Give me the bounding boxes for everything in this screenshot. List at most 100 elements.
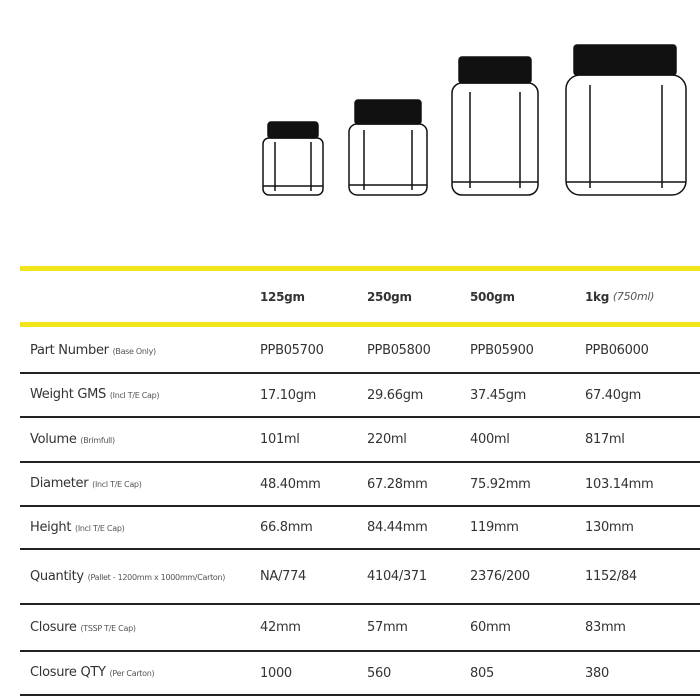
column-label: 125gm — [260, 289, 305, 304]
label-text: Height — [30, 519, 72, 535]
value-cell: 1000 — [260, 652, 292, 694]
value-text: 84.44mm — [367, 520, 428, 535]
value-cell: PPB05800 — [367, 329, 431, 372]
value-cell: 560 — [367, 652, 391, 694]
label-text: Volume — [30, 431, 77, 447]
value-text: 1152/84 — [585, 569, 637, 584]
value-cell: 67.28mm — [367, 463, 428, 505]
value-text: 103.14mm — [585, 476, 654, 492]
row-border — [20, 650, 700, 652]
value-text: 67.40gm — [585, 387, 642, 403]
row-label-text: Height (Incl T/E Cap) — [30, 519, 125, 537]
row-border — [20, 694, 700, 696]
value-text: 4104/371 — [367, 569, 427, 584]
jars — [262, 44, 687, 196]
label-note: (Per Carton) — [109, 669, 155, 678]
row-label: Part Number (Base Only) — [30, 329, 230, 372]
row-label-text: Volume (Brimfull) — [30, 431, 115, 449]
value-cell: 220ml — [367, 418, 407, 461]
value-text: PPB05700 — [260, 343, 324, 358]
column-label: 500gm — [470, 289, 515, 304]
value-text: 1000 — [260, 665, 292, 681]
value-cell: 83mm — [585, 605, 626, 650]
value-text: 220ml — [367, 432, 407, 447]
value-text: 817ml — [585, 432, 625, 447]
row-label: Closure (TSSP T/E Cap) — [30, 605, 230, 650]
value-cell: 4104/371 — [367, 550, 427, 603]
value-cell: 130mm — [585, 507, 634, 548]
value-cell: 57mm — [367, 605, 408, 650]
label-note: (Incl T/E Cap) — [92, 480, 142, 489]
row-label: Closure QTY (Per Carton) — [30, 652, 230, 694]
value-text: 17.10gm — [260, 387, 317, 403]
row-border — [20, 372, 700, 374]
value-cell: 805 — [470, 652, 494, 694]
value-text: 805 — [470, 665, 494, 681]
value-cell: 1152/84 — [585, 550, 637, 603]
value-text: PPB06000 — [585, 343, 649, 358]
label-note: (TSSP T/E Cap) — [80, 623, 136, 633]
value-text: 37.45gm — [470, 387, 527, 403]
row-label-text: Weight GMS (Incl T/E Cap) — [30, 386, 160, 404]
column-note: (750ml) — [612, 290, 655, 303]
value-text: 66.8mm — [260, 520, 313, 535]
value-text: 119mm — [470, 520, 519, 535]
value-text: 57mm — [367, 620, 408, 635]
value-cell: 48.40mm — [260, 463, 321, 505]
header-rule — [20, 266, 700, 271]
value-text: PPB05900 — [470, 343, 534, 358]
value-cell: NA/774 — [260, 550, 306, 603]
value-text: 42mm — [260, 620, 301, 635]
value-text: NA/774 — [260, 569, 307, 584]
value-cell: 67.40gm — [585, 374, 641, 416]
row-border — [20, 603, 700, 605]
row-border — [20, 461, 700, 463]
label-text: Part Number — [30, 342, 109, 358]
value-text: 560 — [367, 665, 391, 681]
label-note: (Incl T/E Cap) — [75, 523, 125, 533]
value-cell: 380 — [585, 652, 609, 694]
label-text: Closure QTY — [30, 665, 106, 680]
label-text: Weight GMS — [30, 387, 106, 402]
value-cell: PPB05700 — [260, 329, 324, 372]
value-text: 101ml — [260, 432, 300, 447]
value-text: 75.92mm — [470, 476, 531, 492]
column-label: 1kg — [585, 289, 610, 304]
row-label-text: Closure QTY (Per Carton) — [30, 664, 155, 682]
column-header: 125gm — [260, 271, 305, 322]
value-text: 67.28mm — [367, 476, 428, 492]
column-header: 1kg (750ml) — [585, 271, 654, 322]
value-text: 48.40mm — [260, 476, 321, 492]
value-text: 380 — [585, 665, 609, 681]
value-text: 29.66gm — [367, 387, 424, 403]
value-cell: 17.10gm — [260, 374, 316, 416]
value-text: PPB05800 — [367, 343, 431, 358]
label-note: (Incl T/E Cap) — [109, 391, 160, 400]
value-cell: PPB06000 — [585, 329, 649, 372]
value-text: 400ml — [470, 432, 510, 447]
value-text: 130mm — [585, 520, 634, 535]
column-header: 500gm — [470, 271, 515, 322]
row-label: Volume (Brimfull) — [30, 418, 230, 461]
value-cell: 29.66gm — [367, 374, 423, 416]
value-cell: 84.44mm — [367, 507, 428, 548]
row-border — [20, 505, 700, 507]
value-text: 83mm — [585, 620, 626, 635]
value-cell: 817ml — [585, 418, 625, 461]
label-note: (Brimfull) — [80, 435, 115, 445]
row-label: Height (Incl T/E Cap) — [30, 507, 230, 548]
column-label: 250gm — [367, 289, 412, 304]
value-cell: 101ml — [260, 418, 300, 461]
value-cell: 400ml — [470, 418, 510, 461]
value-cell: 103.14mm — [585, 463, 654, 505]
header-rule — [20, 322, 700, 327]
row-label-text: Part Number (Base Only) — [30, 342, 156, 360]
column-header: 250gm — [367, 271, 412, 322]
row-label: Diameter (Incl T/E Cap) — [30, 463, 230, 505]
label-text: Quantity — [30, 568, 84, 584]
label-note: (Pallet - 1200mm x 1000mm/Carton) — [87, 572, 226, 582]
row-label-text: Diameter (Incl T/E Cap) — [30, 475, 142, 493]
value-cell: 75.92mm — [470, 463, 531, 505]
row-label: Weight GMS (Incl T/E Cap) — [30, 374, 230, 416]
